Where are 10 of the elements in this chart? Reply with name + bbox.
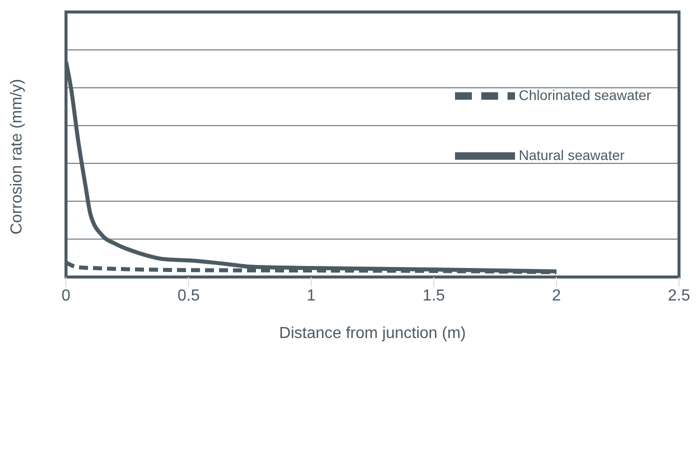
legend-label: Natural seawater	[518, 147, 625, 164]
x-tick-label: 2.5	[668, 287, 690, 304]
x-tick-label: 0.5	[177, 287, 200, 304]
y-axis-title: Corrosion rate (mm/y)	[8, 78, 26, 234]
x-tick-label: 1	[306, 287, 316, 304]
x-tick-label: 0	[62, 287, 71, 304]
legend-label: Chlorinated seawater	[518, 87, 651, 104]
x-tick-label: 1.5	[422, 287, 446, 304]
x-axis-title: Distance from junction (m)	[279, 325, 466, 342]
x-tick-label: 2	[552, 287, 561, 304]
